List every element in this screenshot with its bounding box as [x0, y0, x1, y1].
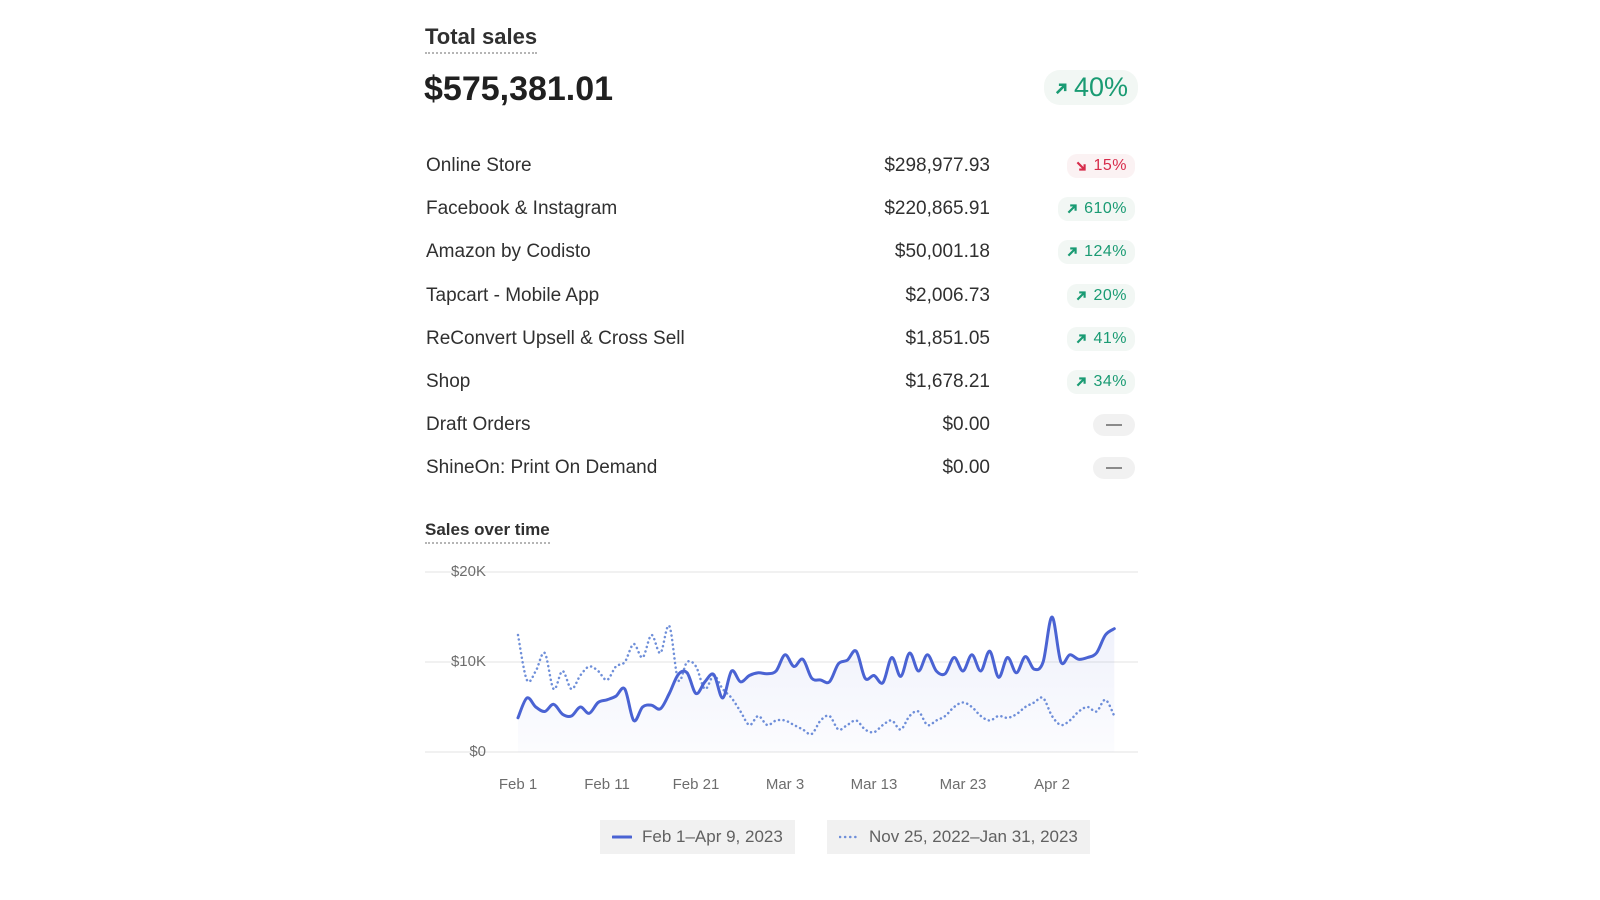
x-tick-label: Feb 21 [673, 776, 720, 793]
total-change: 40% [1073, 72, 1128, 102]
channel-name: Amazon by Codisto [426, 241, 591, 263]
channel-amount: $2,006.73 [905, 284, 990, 306]
legend-label: Feb 1–Apr 9, 2023 [642, 827, 783, 846]
channel-name: ShineOn: Print On Demand [426, 457, 658, 479]
change-value: 15% [1093, 157, 1127, 174]
channel-name: Shop [426, 371, 471, 392]
table-row: ShineOn: Print On Demand $0.00 [426, 453, 1138, 483]
channel-amount: $220,865.91 [884, 198, 990, 220]
channel-name: ReConvert Upsell & Cross Sell [426, 327, 685, 349]
table-row: ReConvert Upsell & Cross Sell $1,851.05 41… [426, 324, 1138, 354]
table-row: Tapcart - Mobile App $2,006.73 20% [426, 281, 1138, 311]
x-tick-label: Feb 1 [499, 776, 537, 793]
x-tick-label: Mar 23 [940, 776, 987, 793]
channel-amount: $0.00 [942, 414, 990, 436]
arrow-icon [1055, 83, 1067, 95]
total-change-badge: 40% [1043, 70, 1138, 105]
change-badge: 34% [1067, 370, 1135, 394]
arrow-icon [1067, 247, 1077, 257]
table-row: Online Store $298,977.93 15% [426, 151, 1138, 181]
legend-label: Nov 25, 2022–Jan 31, 2023 [869, 827, 1078, 846]
legend-item: Nov 25, 2022–Jan 31, 2023 [827, 820, 1090, 854]
legend-swatch [839, 835, 859, 839]
arrow-icon [1077, 161, 1087, 171]
change-value: 610% [1084, 200, 1127, 218]
table-row: Shop $1,678.21 34% [426, 367, 1138, 397]
x-tick-label: Apr 2 [1034, 776, 1070, 793]
channel-amount: $50,001.18 [894, 241, 990, 263]
legend-item: Feb 1–Apr 9, 2023 [600, 820, 795, 854]
channel-name: Online Store [426, 155, 532, 176]
change-value: 41% [1093, 329, 1127, 347]
no-change-badge [1093, 457, 1135, 480]
change-value: 20% [1093, 286, 1127, 304]
total-amount: $575,381.01 [424, 70, 614, 108]
change-badge: 15% [1067, 154, 1135, 178]
change-badge: 610% [1058, 197, 1135, 222]
series-line [516, 615, 1116, 723]
channel-name: Tapcart - Mobile App [426, 284, 600, 306]
channel-amount: $0.00 [942, 457, 990, 479]
arrow-icon [1054, 72, 1068, 103]
arrow-icon [1077, 334, 1087, 344]
legend-swatch [612, 835, 632, 839]
change-value: 124% [1084, 243, 1127, 261]
panel-title: Total sales [425, 24, 538, 54]
arrow-icon [1067, 204, 1077, 214]
channel-name: Draft Orders [426, 414, 531, 436]
channel-amount: $1,678.21 [905, 371, 990, 392]
change-badge: 20% [1067, 283, 1135, 308]
table-row: Amazon by Codisto $50,001.18 124% [426, 237, 1138, 267]
table-row: Draft Orders $0.00 [426, 410, 1138, 440]
y-tick-label: $0 [469, 743, 486, 760]
y-tick-label: $20K [451, 563, 486, 580]
x-tick-label: Mar 3 [766, 776, 804, 793]
arrow-icon [1077, 377, 1087, 387]
arrow-icon [1077, 290, 1087, 300]
change-badge: 41% [1067, 326, 1135, 351]
change-value: 34% [1093, 373, 1127, 390]
table-row: Facebook & Instagram $220,865.91 610% [426, 194, 1138, 224]
x-tick-label: Mar 13 [851, 776, 898, 793]
chart-title: Sales over time [425, 520, 550, 544]
channel-amount: $298,977.93 [884, 155, 990, 176]
y-tick-label: $10K [451, 653, 486, 670]
no-change-badge [1093, 414, 1135, 437]
change-badge: 124% [1058, 240, 1135, 265]
x-tick-label: Feb 11 [584, 776, 630, 793]
channel-name: Facebook & Instagram [426, 198, 618, 220]
channel-amount: $1,851.05 [905, 327, 990, 349]
area [518, 617, 1115, 752]
